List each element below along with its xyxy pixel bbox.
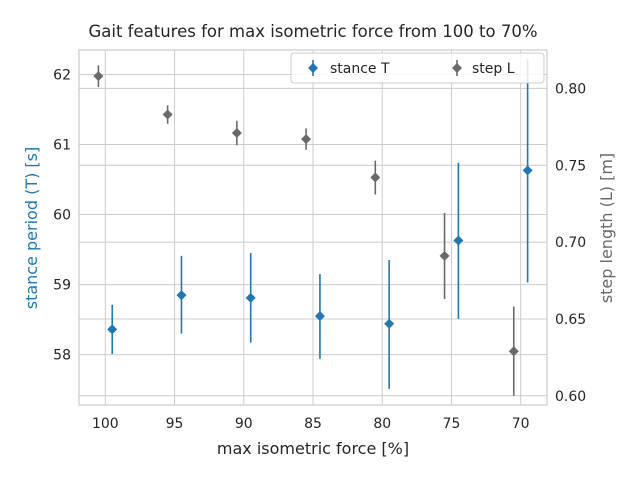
y-right-tick-label: 0.75 <box>555 158 586 174</box>
data-point <box>107 324 118 335</box>
y-right-axis-label: step length (L) [m] <box>597 153 616 303</box>
data-point <box>301 134 312 145</box>
x-tick-labels: 100 95 90 85 80 75 70 <box>92 416 530 432</box>
y-right-tick-label: 0.65 <box>555 312 586 328</box>
legend: stance T step L <box>290 52 545 84</box>
legend-marker <box>308 63 318 73</box>
y-left-tick-label: 62 <box>53 68 71 84</box>
data-point <box>508 346 519 357</box>
y-left-tick-label: 61 <box>53 138 71 154</box>
data-point <box>162 109 173 120</box>
data-point <box>370 172 381 183</box>
legend-marker <box>452 63 462 73</box>
y-left-tick-label: 58 <box>53 348 71 364</box>
y-left-tick-label: 59 <box>53 278 71 294</box>
x-tick-label: 85 <box>304 416 322 432</box>
series-2 <box>93 65 519 396</box>
y-right-tick-label: 0.80 <box>555 81 586 97</box>
series-1 <box>107 59 533 389</box>
legend-items: stance T step L <box>308 60 515 77</box>
data-point <box>453 235 464 246</box>
y-left-tick-label: 60 <box>53 208 71 224</box>
y-right-tick-label: 0.70 <box>555 235 586 251</box>
x-tick-label: 70 <box>512 416 530 432</box>
data-point <box>384 318 395 329</box>
x-tick-label: 95 <box>166 416 184 432</box>
legend-box <box>290 52 545 84</box>
y-right-tick-label: 0.60 <box>555 389 586 405</box>
y-left-tick-labels: 58 59 60 61 62 <box>53 68 71 364</box>
x-axis-label: max isometric force [%] <box>217 439 409 458</box>
data-point <box>522 165 533 176</box>
grid <box>79 50 547 405</box>
data-point <box>439 250 450 261</box>
legend-label: stance T <box>330 61 390 77</box>
data-point <box>231 127 242 138</box>
data-point <box>176 290 187 301</box>
x-tick-label: 75 <box>443 416 461 432</box>
chart-title: Gait features for max isometric force fr… <box>88 22 537 41</box>
x-tick-label: 100 <box>92 416 119 432</box>
x-tick-label: 80 <box>373 416 391 432</box>
x-tick-label: 90 <box>235 416 253 432</box>
y-left-axis-label: stance period (T) [s] <box>22 147 41 310</box>
data-point <box>314 311 325 322</box>
plot-frame <box>78 49 548 406</box>
data-point <box>245 292 256 303</box>
legend-label: step L <box>472 61 515 77</box>
y-right-tick-labels: 0.60 0.65 0.70 0.75 0.80 <box>555 81 586 404</box>
data-point <box>93 71 104 82</box>
series-layer <box>93 59 533 396</box>
